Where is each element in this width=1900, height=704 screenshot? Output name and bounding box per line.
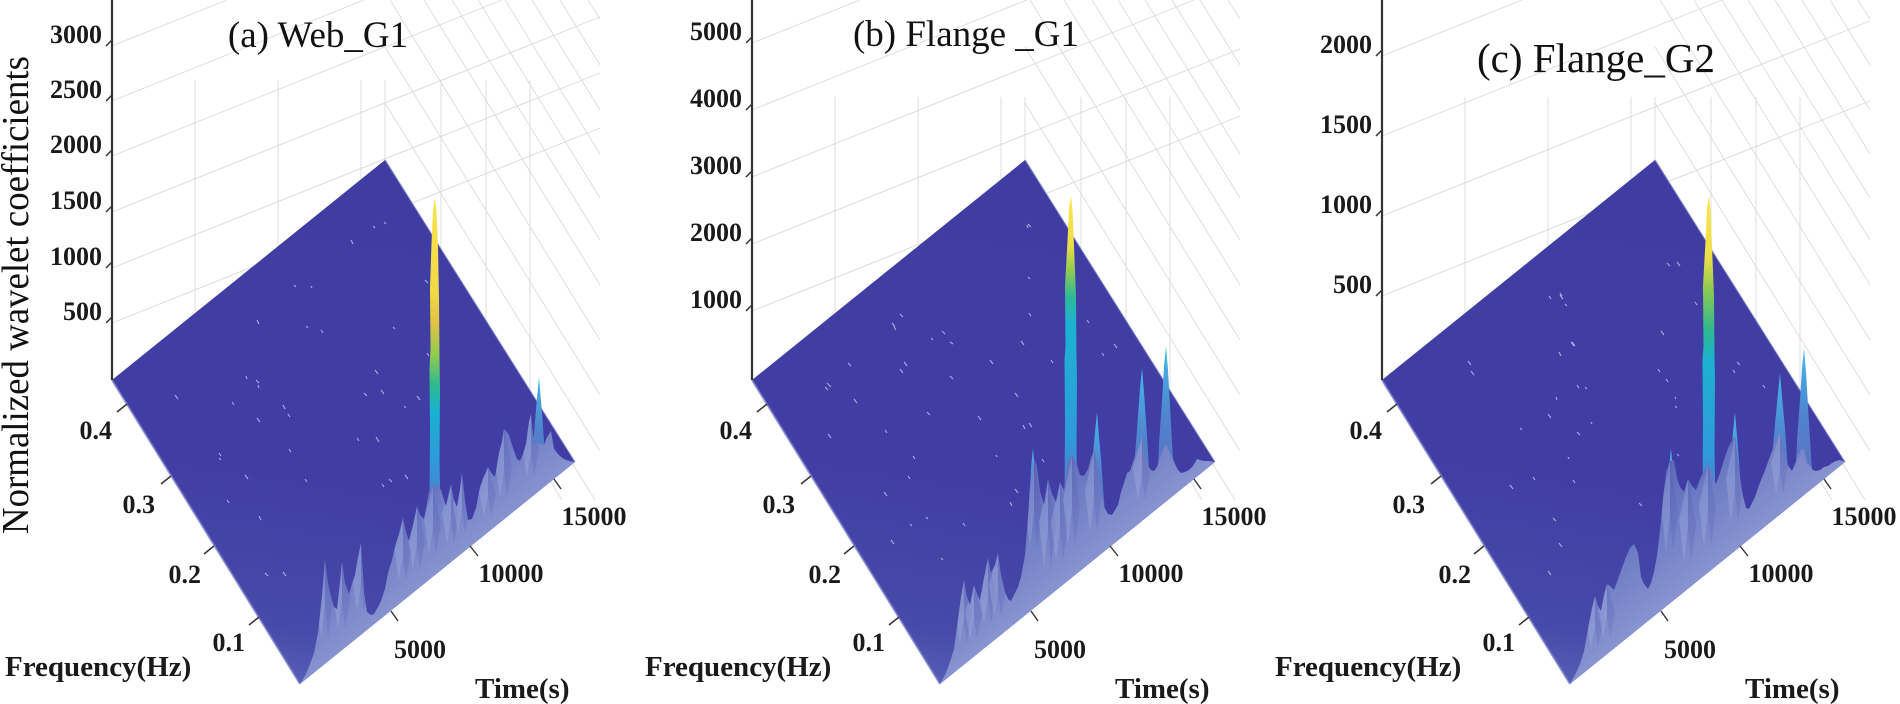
svg-text:500: 500 bbox=[63, 297, 102, 326]
svg-text:0.1: 0.1 bbox=[1483, 628, 1516, 657]
svg-text:0.4: 0.4 bbox=[1350, 416, 1383, 445]
svg-text:0.2: 0.2 bbox=[1439, 560, 1472, 589]
svg-text:4000: 4000 bbox=[690, 84, 742, 113]
svg-text:0.3: 0.3 bbox=[763, 490, 796, 519]
svg-text:2000: 2000 bbox=[50, 130, 102, 159]
svg-text:Time(s): Time(s) bbox=[475, 673, 570, 704]
svg-text:0.2: 0.2 bbox=[169, 560, 202, 589]
svg-text:0.4: 0.4 bbox=[80, 416, 113, 445]
svg-text:10000: 10000 bbox=[479, 559, 544, 588]
svg-text:15000: 15000 bbox=[1202, 502, 1267, 531]
svg-text:0.3: 0.3 bbox=[1393, 490, 1426, 519]
svg-text:15000: 15000 bbox=[1832, 502, 1897, 531]
svg-text:1000: 1000 bbox=[50, 242, 102, 271]
svg-text:Frequency(Hz): Frequency(Hz) bbox=[1275, 651, 1461, 683]
svg-text:3000: 3000 bbox=[690, 151, 742, 180]
svg-text:0.1: 0.1 bbox=[213, 628, 246, 657]
svg-text:Frequency(Hz): Frequency(Hz) bbox=[5, 651, 191, 683]
svg-text:10000: 10000 bbox=[1119, 559, 1184, 588]
svg-text:15000: 15000 bbox=[562, 502, 627, 531]
svg-text:3000: 3000 bbox=[50, 20, 102, 49]
svg-text:(a) Web_G1: (a) Web_G1 bbox=[228, 15, 408, 56]
svg-text:5000: 5000 bbox=[394, 635, 446, 664]
svg-text:5000: 5000 bbox=[1034, 635, 1086, 664]
svg-text:5000: 5000 bbox=[1664, 635, 1716, 664]
svg-text:0.4: 0.4 bbox=[720, 416, 753, 445]
svg-text:(b) Flange _G1: (b) Flange _G1 bbox=[853, 14, 1079, 55]
svg-text:2000: 2000 bbox=[690, 218, 742, 247]
svg-text:1500: 1500 bbox=[1320, 110, 1372, 139]
svg-text:0.3: 0.3 bbox=[123, 490, 156, 519]
svg-text:1500: 1500 bbox=[50, 186, 102, 215]
svg-text:Frequency(Hz): Frequency(Hz) bbox=[645, 651, 831, 683]
svg-text:Time(s): Time(s) bbox=[1745, 673, 1840, 704]
svg-text:1000: 1000 bbox=[690, 285, 742, 314]
svg-text:5000: 5000 bbox=[690, 17, 742, 46]
svg-text:Normalized wavelet coefficient: Normalized wavelet coefficients bbox=[0, 56, 37, 534]
svg-text:10000: 10000 bbox=[1749, 559, 1814, 588]
svg-text:(c) Flange_G2: (c) Flange_G2 bbox=[1477, 35, 1715, 81]
svg-text:Time(s): Time(s) bbox=[1115, 673, 1210, 704]
svg-text:500: 500 bbox=[1333, 270, 1372, 299]
svg-text:2500: 2500 bbox=[50, 75, 102, 104]
svg-text:1000: 1000 bbox=[1320, 190, 1372, 219]
svg-text:2000: 2000 bbox=[1320, 30, 1372, 59]
svg-text:0.2: 0.2 bbox=[809, 560, 842, 589]
svg-text:0.1: 0.1 bbox=[853, 628, 886, 657]
